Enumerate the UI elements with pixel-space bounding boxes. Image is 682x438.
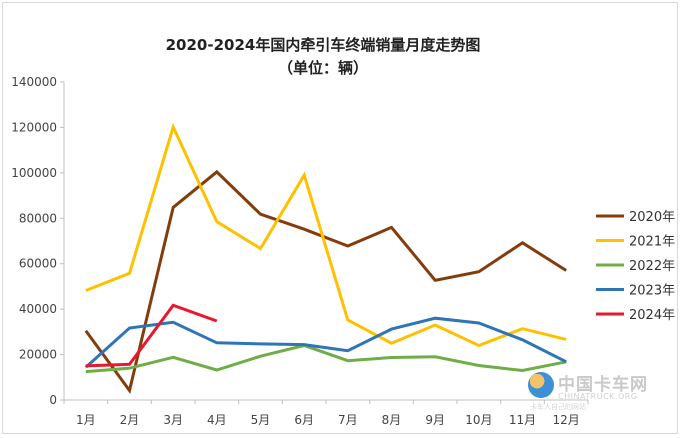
series-layer [84, 122, 568, 395]
x-tick-label: 9月 [425, 413, 445, 427]
x-tick-label: 1月 [76, 413, 96, 427]
legend-label: 2020年 [629, 210, 675, 225]
x-tick-label: 3月 [163, 413, 183, 427]
series-line-2022年 [85, 343, 567, 374]
legend-label: 2023年 [629, 284, 675, 299]
y-tick-label: 100000 [11, 166, 57, 180]
y-tick-label: 140000 [11, 75, 57, 89]
y-tick-label: 120000 [11, 120, 57, 134]
watermark-title: 中国卡车网 [558, 375, 648, 395]
watermark-logo: 中国卡车网 CHINATRUCK.ORG 卡车人自己的网站 [528, 368, 656, 412]
legend-label: 2022年 [629, 259, 675, 274]
series-line-2021年 [85, 122, 567, 348]
legend-label: 2024年 [629, 308, 675, 323]
axes: 0 20000 40000 60000 80000 100000 120000 140000 1… [11, 75, 589, 427]
x-tick-label: 7月 [338, 413, 358, 427]
legend-label: 2021年 [629, 235, 675, 250]
y-tick-label: 40000 [19, 302, 57, 316]
chart-title: 2020-2024年国内牵引车终端销量月度走势图 [166, 36, 481, 54]
y-tick-label: 60000 [19, 257, 57, 271]
x-tick-label: 8月 [382, 413, 402, 427]
x-tick-label: 10月 [465, 413, 492, 427]
x-tick-label: 11月 [509, 413, 536, 427]
y-tick-label: 20000 [19, 348, 57, 362]
chart-subtitle: （单位：辆） [278, 59, 368, 77]
x-tick-label: 12月 [553, 413, 580, 427]
series-line-2024年 [85, 303, 218, 368]
watermark-subtitle: CHINATRUCK.ORG [558, 392, 638, 401]
legend: 2020年 2021年 2022年 2023年 2024年 [596, 210, 675, 323]
x-tick-label: 2月 [120, 413, 140, 427]
series-line-2020年 [84, 169, 568, 395]
series-line-2023年 [84, 316, 567, 369]
y-tick-label: 80000 [19, 211, 57, 225]
watermark-tagline: 卡车人自己的网站 [530, 403, 586, 411]
y-tick-label: 0 [49, 393, 57, 407]
truck-logo-icon [528, 372, 554, 398]
x-tick-label: 4月 [207, 413, 227, 427]
x-tick-label: 6月 [294, 413, 314, 427]
x-tick-label: 5月 [251, 413, 271, 427]
